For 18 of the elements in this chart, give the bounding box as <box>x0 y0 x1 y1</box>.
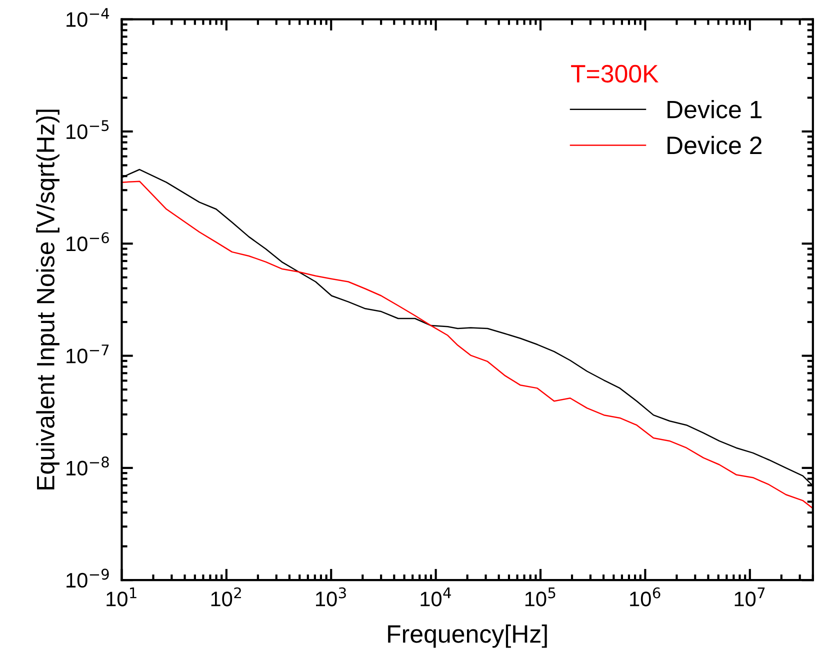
x-tick-label: 10$^{3}$ <box>316 587 346 606</box>
x-tick-label: 10$^{4}$ <box>420 588 451 606</box>
x-tick-label: 10$^{7}$ <box>734 588 765 606</box>
x-tick-label: 10$^{6}$ <box>630 587 660 606</box>
legend-label: Device 2 <box>668 136 762 154</box>
legend-label: Device 1 <box>668 100 762 118</box>
x-tick-label: 10$^{5}$ <box>525 588 556 606</box>
y-tick-label: 10$^{−9}$ <box>66 568 109 588</box>
y-tick-label: 10$^{−6}$ <box>66 232 109 252</box>
y-axis-title: Equivalent Input Noise [V/sqrt(Hz)] <box>36 110 60 490</box>
y-tick-label: 10$^{−5}$ <box>66 120 109 140</box>
x-axis-title: Frequency[Hz] <box>388 624 547 648</box>
y-tick-label: 10$^{−7}$ <box>66 344 109 364</box>
legend-title: T=300K <box>571 64 658 83</box>
y-tick-label: 10$^{−4}$ <box>66 8 110 27</box>
x-tick-label: 10$^{1}$ <box>106 588 136 606</box>
x-tick-label: 10$^{2}$ <box>211 587 241 606</box>
y-tick-label: 10$^{−8}$ <box>66 456 109 476</box>
